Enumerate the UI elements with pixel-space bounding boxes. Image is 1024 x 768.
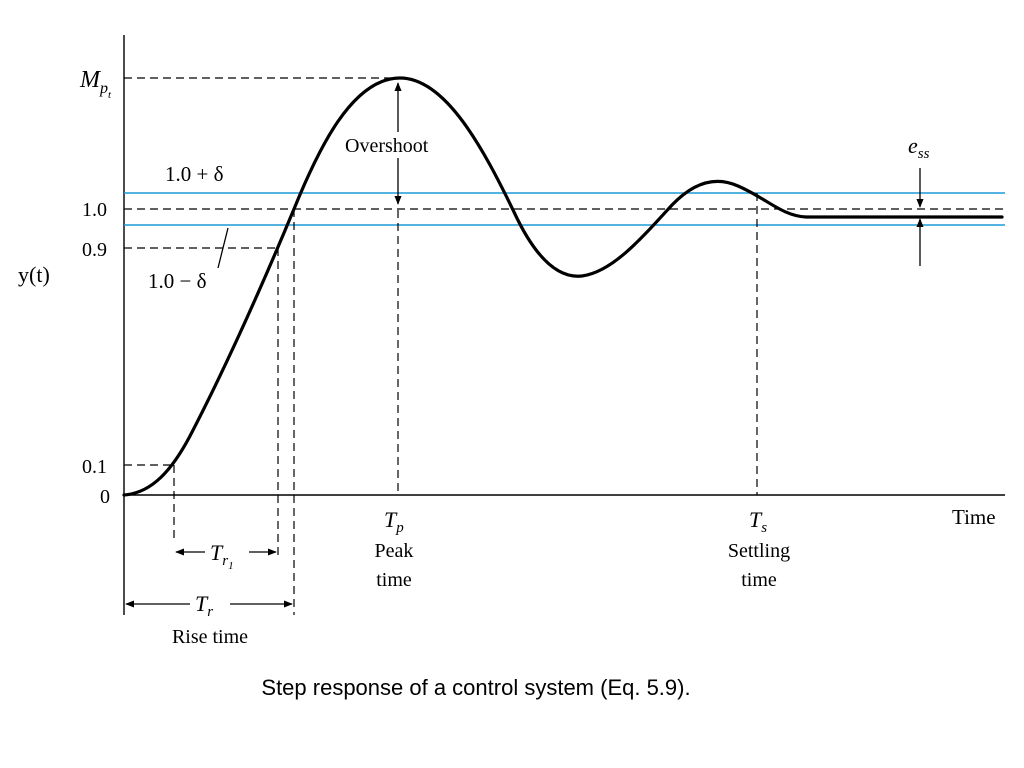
tick-label-1-0: 1.0 [82, 199, 107, 221]
overshoot-label: Overshoot [345, 135, 429, 157]
ts-label: Ts [749, 507, 767, 536]
tr1-label: Tr1 [210, 540, 234, 572]
settling-time-label-line1: Settling [728, 540, 790, 562]
ess-label: ess [908, 133, 930, 162]
tp-label: Tp [384, 507, 404, 536]
tick-label-0-1: 0.1 [82, 456, 107, 478]
rise-time-label: Rise time [172, 626, 248, 648]
lower-band-leader [217, 227, 229, 269]
tick-label-0: 0 [100, 486, 110, 508]
y-axis-label: y(t) [18, 262, 50, 287]
tr-label: Tr [195, 591, 213, 620]
upper-band-label: 1.0 + δ [165, 162, 224, 186]
peak-time-label-line1: Peak [375, 540, 414, 562]
settling-time-label-line2: time [741, 569, 777, 591]
figure-caption: Step response of a control system (Eq. 5… [261, 675, 691, 700]
peak-time-label-line2: time [376, 569, 412, 591]
step-response-curve [122, 76, 1004, 497]
lower-band-label: 1.0 − δ [148, 269, 207, 293]
x-axis-label: Time [952, 505, 996, 529]
mpt-label: Mpt [79, 67, 112, 101]
tick-label-0-9: 0.9 [82, 239, 107, 261]
